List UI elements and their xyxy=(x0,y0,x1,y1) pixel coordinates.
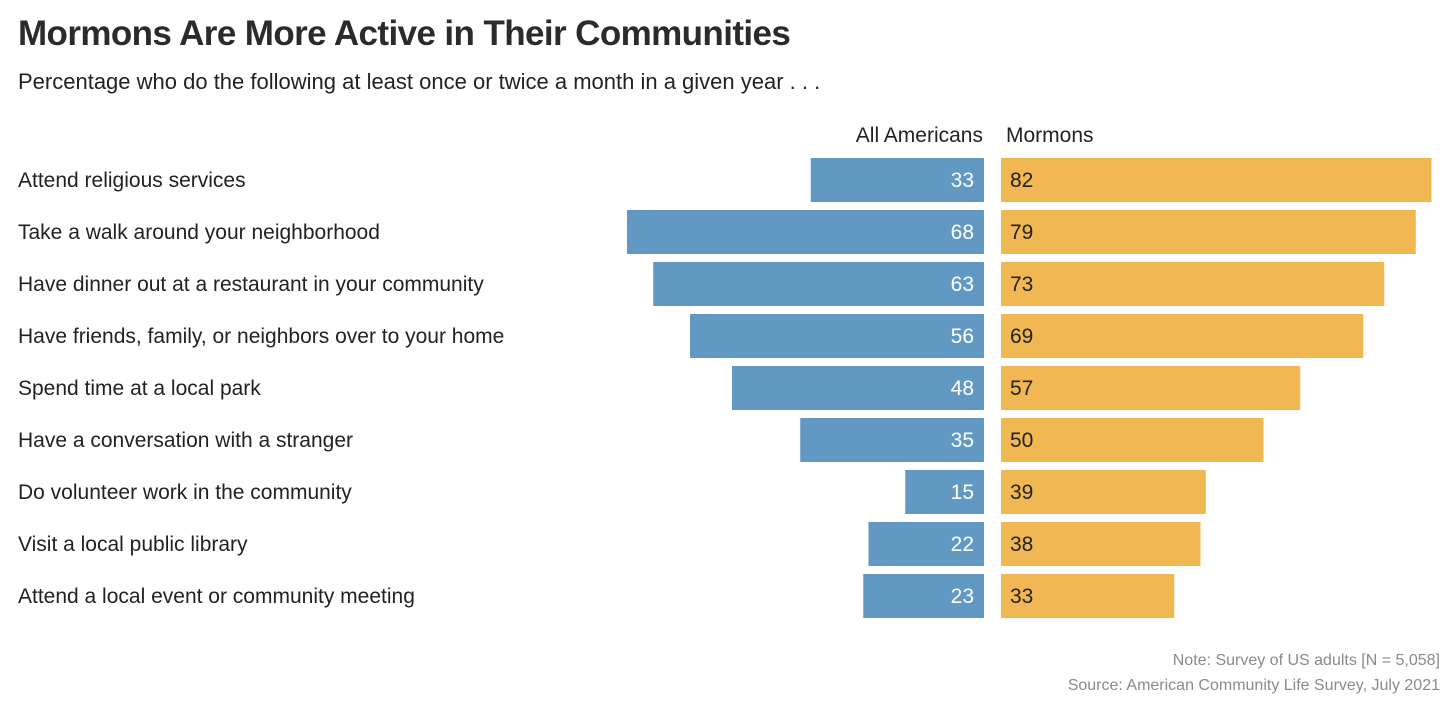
category-label: Do volunteer work in the community xyxy=(18,481,352,504)
value-label-all-americans: 48 xyxy=(951,377,974,400)
value-label-all-americans: 56 xyxy=(951,325,974,348)
series-header-all-americans: All Americans xyxy=(855,124,983,147)
category-label: Have friends, family, or neighbors over … xyxy=(18,325,504,348)
chart-title: Mormons Are More Active in Their Communi… xyxy=(18,14,791,53)
value-label-mormons: 39 xyxy=(1010,481,1033,504)
category-label: Have a conversation with a stranger xyxy=(18,429,353,452)
chart-subtitle: Percentage who do the following at least… xyxy=(18,69,821,94)
value-label-all-americans: 15 xyxy=(951,481,974,504)
series-header-mormons: Mormons xyxy=(1006,124,1094,147)
value-label-all-americans: 23 xyxy=(951,585,974,608)
value-label-all-americans: 35 xyxy=(951,429,974,452)
bar-mormons xyxy=(1001,210,1416,254)
category-label: Have dinner out at a restaurant in your … xyxy=(18,273,484,296)
value-label-mormons: 50 xyxy=(1010,429,1033,452)
bar-mormons xyxy=(1001,366,1301,410)
bar-all-americans xyxy=(905,470,984,514)
bar-all-americans xyxy=(653,262,984,306)
value-label-all-americans: 33 xyxy=(951,169,974,192)
source-note: Source: American Community Life Survey, … xyxy=(1067,677,1440,694)
bar-all-americans xyxy=(800,418,984,462)
category-label: Visit a local public library xyxy=(18,533,248,556)
value-label-mormons: 73 xyxy=(1010,273,1033,296)
bar-all-americans xyxy=(732,366,984,410)
value-label-mormons: 33 xyxy=(1010,585,1033,608)
value-label-mormons: 38 xyxy=(1010,533,1033,556)
bar-all-americans xyxy=(690,314,984,358)
survey-note: Note: Survey of US adults [N = 5,058] xyxy=(1172,652,1440,669)
bar-all-americans xyxy=(868,522,984,566)
value-label-all-americans: 68 xyxy=(951,221,974,244)
value-label-mormons: 79 xyxy=(1010,221,1033,244)
bar-mormons xyxy=(1001,470,1206,514)
category-label: Take a walk around your neighborhood xyxy=(18,221,380,244)
category-label: Attend a local event or community meetin… xyxy=(18,585,415,608)
bar-all-americans xyxy=(863,574,984,618)
bar-mormons xyxy=(1001,522,1201,566)
value-label-mormons: 82 xyxy=(1010,169,1033,192)
bar-mormons xyxy=(1001,314,1364,358)
category-label: Attend religious services xyxy=(18,169,246,192)
bar-mormons xyxy=(1001,574,1175,618)
category-label: Spend time at a local park xyxy=(18,377,261,400)
value-label-mormons: 57 xyxy=(1010,377,1033,400)
value-label-all-americans: 63 xyxy=(951,273,974,296)
bar-all-americans xyxy=(627,210,984,254)
bar-mormons xyxy=(1001,262,1385,306)
bar-all-americans xyxy=(810,158,984,202)
value-label-all-americans: 22 xyxy=(951,533,974,556)
bar-mormons xyxy=(1001,418,1264,462)
value-label-mormons: 69 xyxy=(1010,325,1033,348)
bar-mormons xyxy=(1001,158,1432,202)
